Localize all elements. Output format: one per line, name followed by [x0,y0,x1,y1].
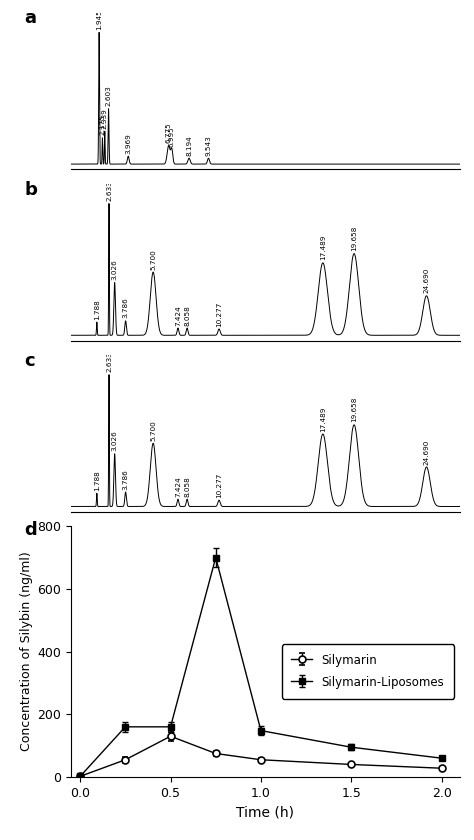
Text: 6.995: 6.995 [169,127,175,147]
Y-axis label: Concentration of Silybin (ng/ml): Concentration of Silybin (ng/ml) [20,552,33,752]
Text: 19.658: 19.658 [351,397,357,423]
Text: 3.786: 3.786 [123,297,128,318]
Text: 8.194: 8.194 [186,135,192,155]
Text: 7.424: 7.424 [175,305,181,326]
Text: 8.058: 8.058 [184,476,190,497]
Text: b: b [25,181,37,198]
Text: 2.339: 2.339 [102,108,108,129]
X-axis label: Time (h): Time (h) [237,806,294,819]
Text: 17.489: 17.489 [320,407,326,432]
Text: 24.690: 24.690 [424,439,429,465]
Text: 17.489: 17.489 [320,235,326,260]
Text: 9.543: 9.543 [205,135,211,155]
Text: 3.026: 3.026 [112,431,118,451]
Legend: Silymarin, Silymarin-Liposomes: Silymarin, Silymarin-Liposomes [282,644,454,699]
Text: 3.969: 3.969 [125,133,131,154]
Text: 1.788: 1.788 [94,470,100,491]
Text: 8.058: 8.058 [184,305,190,326]
Text: 5.700: 5.700 [150,420,156,441]
Text: 7.424: 7.424 [175,476,181,497]
Text: 10.277: 10.277 [216,302,222,327]
Text: 2.175: 2.175 [100,114,105,135]
Text: 24.690: 24.690 [424,268,429,293]
Text: 1.945: 1.945 [96,9,102,30]
Text: 19.658: 19.658 [351,226,357,251]
Text: 6.775: 6.775 [165,123,172,144]
Text: d: d [25,521,37,539]
Text: 3.786: 3.786 [123,469,128,490]
Text: 2.603: 2.603 [106,86,111,107]
Text: 1.788: 1.788 [94,299,100,320]
Text: c: c [25,352,35,370]
Text: 10.277: 10.277 [216,472,222,498]
Text: 2.633: 2.633 [106,181,112,202]
Text: 3.026: 3.026 [112,260,118,281]
Text: 2.633: 2.633 [106,352,112,372]
Text: a: a [25,9,36,28]
Text: 5.700: 5.700 [150,249,156,270]
